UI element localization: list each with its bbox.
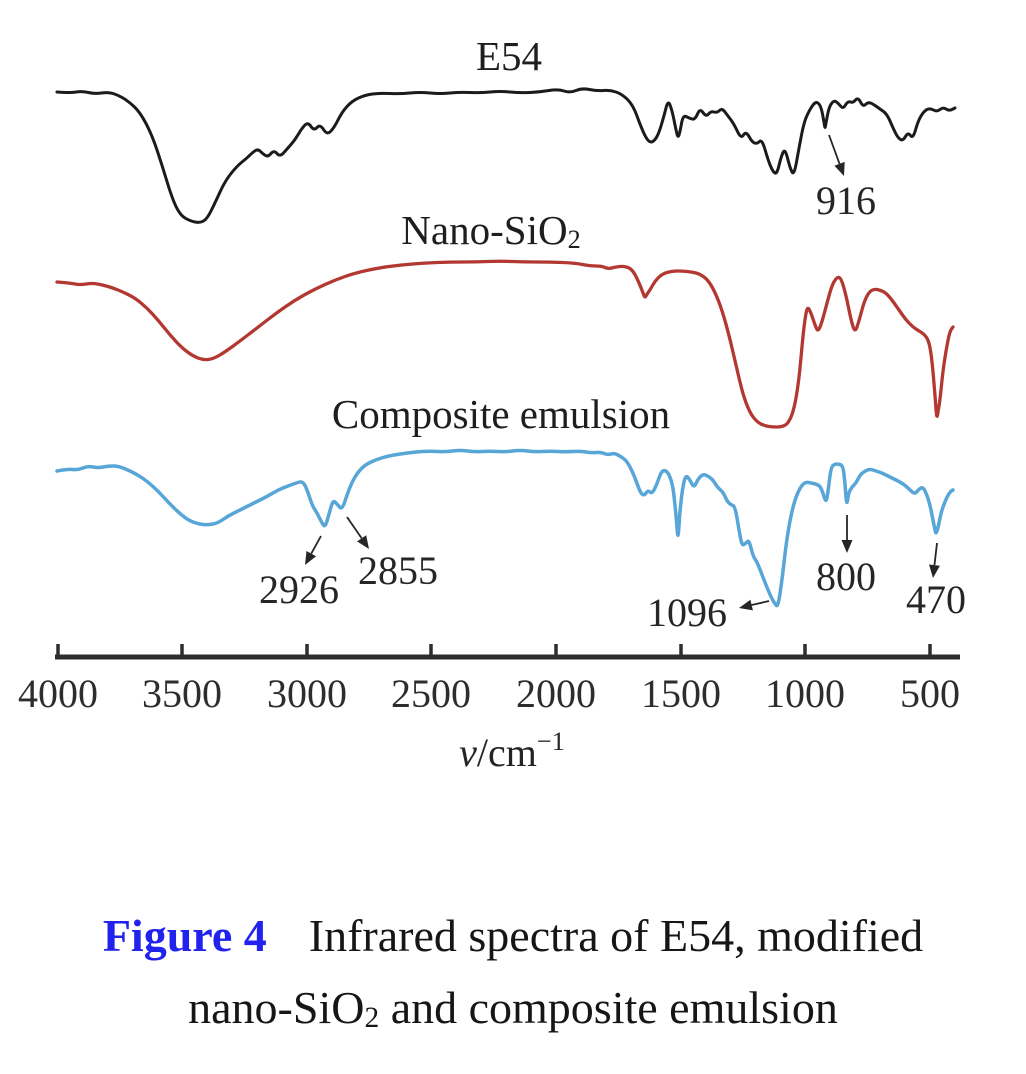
x-tick-label: 1000 [765,671,845,716]
x-axis-title-symbol: v [459,730,477,775]
composite-curve [55,448,955,608]
nano-sio2-curve [55,259,955,429]
x-tick-label: 4000 [18,671,98,716]
annotation-arrowhead [305,551,317,565]
x-axis-title: v/cm−1 [459,728,565,775]
nano-sio2-curve-label: Nano-SiO2 [401,207,581,254]
composite-emulsion-label-text: Composite emulsion [331,391,671,437]
x-tick-label: 2500 [391,671,471,716]
x-tick-label: 500 [900,671,960,716]
caption-line-1: Figure 4 Infrared spectra of E54, modifie… [0,908,1026,963]
annotation-arrowhead [834,161,845,176]
peak-label: 2855 [358,548,438,593]
caption-line2-subscript: 2 [364,1002,380,1035]
e54-curve-label: E54 [476,36,542,77]
x-tick-label: 3500 [142,671,222,716]
e54-curve-label-text: E54 [475,33,543,79]
caption-text-line2-post: and composite emulsion [379,982,838,1033]
peak-label: 1096 [647,590,727,635]
annotation-arrowhead [739,599,753,611]
x-tick-label: 2000 [516,671,596,716]
peak-label: 916 [816,178,876,223]
peak-label: 800 [816,554,876,599]
nano-sio2-label-text: Nano-SiO [401,207,568,253]
x-axis-title-exponent: −1 [536,726,565,757]
ir-spectra-chart: 4000 3500 3000 2500 2000 1500 1000 500 916 2926 28… [18,36,966,775]
caption-text-line2-pre: nano-SiO [188,982,365,1033]
annotation-arrowhead [929,564,940,578]
peak-label: 2926 [259,567,339,612]
annotation-arrow-line [933,542,938,566]
composite-emulsion-curve-label: Composite emulsion [332,394,670,435]
x-tick-label: 1500 [641,671,721,716]
annotation-arrow-line [751,600,770,606]
annotation-arrow-line [828,134,841,165]
annotation-arrowhead [357,535,369,549]
peak-label: 470 [906,577,966,622]
caption-text-line1: Infrared spectra of E54, modified [308,910,924,961]
figure-number: Figure 4 [102,910,267,961]
nano-sio2-label-subscript: 2 [567,224,581,254]
annotation-arrow-line [346,516,363,539]
x-axis-title-unit: /cm [476,730,537,775]
caption-line-2: nano-SiO2 and composite emulsion [0,980,1026,1035]
x-tick-label: 3000 [267,671,347,716]
annotation-arrow-line [310,535,322,555]
e54-curve [55,87,957,224]
annotation-arrowhead [841,540,853,553]
